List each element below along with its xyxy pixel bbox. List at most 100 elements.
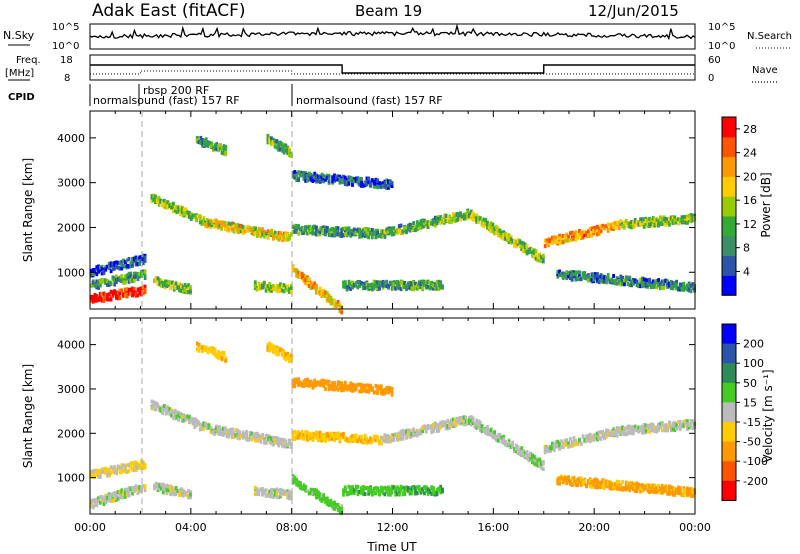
echo-cell — [430, 491, 434, 496]
echo-cell — [264, 231, 268, 236]
echo-cell — [430, 427, 434, 432]
echo-cell — [523, 451, 527, 456]
echo-cell — [653, 217, 657, 222]
echo-cell — [198, 422, 202, 427]
echo-cell — [412, 227, 416, 232]
echo-cell — [626, 485, 630, 490]
echo-cell — [232, 224, 236, 229]
echo-cell — [360, 489, 363, 494]
echo-cell — [381, 283, 385, 288]
echo-cell — [381, 233, 385, 238]
echo-cell — [610, 278, 614, 283]
echo-cell — [621, 275, 624, 280]
echo-cell — [109, 269, 113, 274]
echo-cell — [650, 483, 653, 488]
echo-cell — [572, 234, 576, 239]
echo-cell — [191, 421, 195, 426]
velocity-echo-band — [342, 484, 444, 497]
echo-cell — [596, 272, 599, 277]
echo-cell — [98, 495, 102, 500]
echo-cell — [423, 221, 426, 226]
echo-cell — [351, 232, 354, 237]
echo-cell — [644, 423, 648, 428]
echo-cell — [338, 506, 342, 510]
echo-cell — [113, 498, 117, 503]
echo-cell — [538, 464, 542, 468]
echo-cell — [677, 420, 680, 425]
echo-cell — [116, 277, 120, 282]
echo-cell — [343, 280, 347, 285]
echo-cell — [686, 217, 689, 222]
echo-cell — [111, 290, 115, 295]
echo-cell — [635, 485, 639, 490]
echo-cell — [430, 218, 434, 223]
echo-cell — [525, 449, 529, 454]
echo-cell — [329, 498, 333, 503]
echo-cell — [453, 219, 457, 224]
echo-cell — [428, 222, 432, 227]
echo-cell — [184, 207, 188, 212]
echo-cell — [322, 493, 326, 498]
echo-cell — [412, 427, 416, 432]
freq-tick-top: 18 — [60, 55, 73, 66]
echo-cell — [104, 265, 108, 270]
echo-cell — [248, 431, 252, 435]
echo-cell — [343, 489, 347, 494]
echo-cell — [232, 431, 236, 435]
echo-cell — [322, 174, 326, 178]
echo-cell — [365, 440, 369, 445]
echo-cell — [432, 222, 435, 227]
echo-cell — [451, 212, 455, 217]
echo-cell — [567, 441, 570, 446]
echo-cell — [482, 428, 486, 433]
power-echo-band — [150, 193, 207, 228]
echo-cell — [464, 416, 468, 420]
echo-cell — [320, 292, 324, 296]
echo-cell — [264, 284, 268, 289]
echo-cell — [388, 182, 392, 187]
echo-cell — [203, 138, 206, 143]
echo-cell — [426, 423, 430, 428]
echo-cell — [381, 184, 385, 189]
echo-cell — [259, 439, 263, 444]
echo-cell — [272, 435, 275, 440]
echo-cell — [347, 285, 351, 290]
echo-cell — [581, 274, 585, 279]
echo-cell — [313, 281, 317, 286]
echo-cell — [143, 276, 147, 280]
echo-cell — [277, 147, 281, 152]
echo-cell — [401, 485, 405, 490]
echo-cell — [159, 408, 163, 413]
echo-cell — [423, 282, 426, 287]
echo-cell — [504, 236, 507, 241]
echo-cell — [594, 275, 597, 280]
echo-cell — [284, 148, 288, 153]
echo-cell — [376, 385, 380, 390]
echo-cell — [378, 439, 381, 444]
echo-cell — [263, 234, 266, 239]
echo-cell — [480, 221, 484, 226]
echo-cell — [378, 384, 381, 389]
echo-cell — [659, 422, 662, 427]
echo-cell — [352, 387, 356, 392]
echo-cell — [378, 489, 381, 494]
echo-cell — [360, 177, 363, 181]
echo-cell — [381, 279, 385, 284]
echo-cell — [579, 235, 583, 240]
echo-cell — [379, 184, 383, 189]
echo-cell — [124, 464, 127, 469]
echo-cell — [122, 263, 125, 268]
echo-cell — [655, 285, 659, 290]
echo-cell — [419, 281, 423, 286]
echo-cell — [468, 418, 471, 423]
colorbar-swatch — [722, 235, 736, 257]
echo-cell — [369, 490, 372, 495]
echo-cell — [256, 435, 259, 440]
echo-cell — [325, 380, 329, 385]
echo-cell — [574, 237, 578, 242]
echo-cell — [455, 212, 459, 216]
echo-cell — [124, 259, 127, 264]
echo-cell — [354, 281, 358, 286]
echo-cell — [360, 233, 363, 238]
echo-cell — [270, 347, 273, 352]
